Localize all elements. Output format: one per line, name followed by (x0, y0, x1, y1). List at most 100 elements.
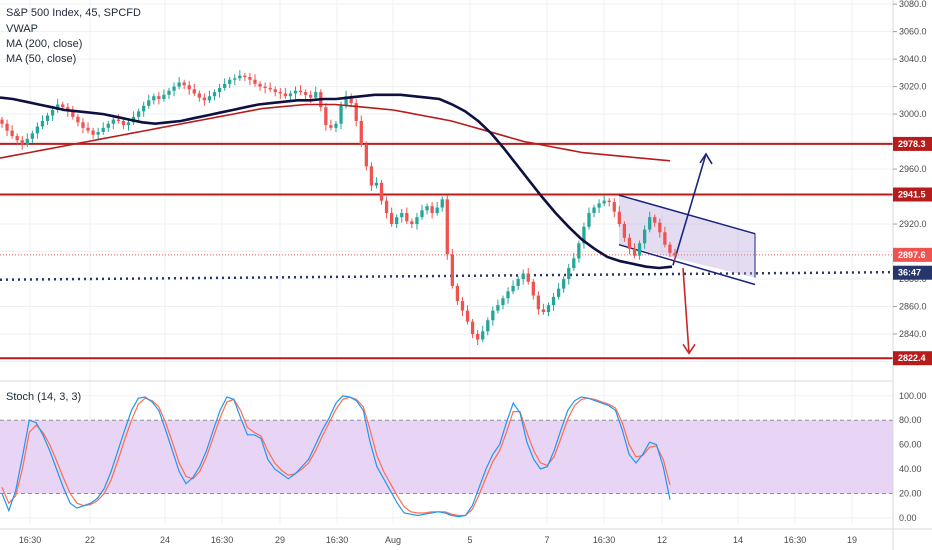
candle-body (192, 89, 196, 94)
candle-body (314, 92, 318, 98)
candle-body (455, 285, 460, 302)
channel-upper-line (618, 194, 756, 235)
candle-body (415, 217, 419, 225)
candle-body (40, 120, 45, 127)
level-badge-bg (893, 187, 932, 202)
level-badge-bg (893, 136, 932, 151)
candle-body (526, 273, 530, 282)
candle-body (562, 279, 566, 289)
candle-body (653, 217, 657, 223)
candle-body (389, 213, 394, 225)
candle-body (268, 87, 272, 90)
candle-body (627, 237, 632, 249)
candle-body (212, 92, 217, 97)
candle-body (359, 120, 363, 145)
candle-body (673, 252, 677, 256)
level-badge-bg (893, 351, 932, 366)
candle-body (147, 100, 151, 106)
candle-body (329, 125, 333, 128)
candle-body (45, 115, 50, 121)
candle-body (521, 273, 525, 280)
candle-body (632, 248, 637, 256)
candle-body (278, 92, 282, 94)
candle-body (476, 334, 480, 340)
stochastic-lines (1, 395, 671, 518)
candle-body (126, 122, 131, 126)
candle-body (238, 75, 242, 79)
candle-body (142, 105, 146, 112)
stoch-tick-label: 40.00 (899, 464, 922, 474)
candle-body (663, 232, 667, 245)
candle-body (511, 285, 515, 292)
candle-body (91, 130, 95, 135)
drawings (0, 142, 894, 360)
price-tick-label: 3020.0 (899, 82, 927, 92)
stoch-tick-label: 80.00 (899, 415, 922, 425)
legend-vwap: VWAP (6, 23, 38, 35)
candle-body (324, 107, 328, 126)
candle-body (293, 90, 298, 94)
candle-body (207, 96, 212, 101)
candle-body (248, 76, 252, 80)
candle-body (334, 123, 338, 128)
candle-body (15, 136, 19, 141)
candle-body (177, 82, 181, 87)
candle-body (217, 87, 222, 93)
candle-body (76, 116, 80, 123)
time-tick-label: 22 (85, 535, 95, 545)
time-tick-label: 16:30 (593, 535, 616, 545)
candle-body (35, 126, 40, 134)
candle-body (541, 309, 546, 313)
candle-body (379, 182, 384, 201)
candle-body (425, 206, 429, 211)
arrow-up-shaft (672, 153, 707, 266)
candle-body (597, 203, 601, 208)
candle-body (648, 217, 652, 230)
price-tick-label: 2920.0 (899, 219, 927, 229)
candle-body (551, 296, 556, 306)
price-tick-label: 2860.0 (899, 302, 927, 312)
candle-body (592, 207, 596, 214)
ma200-line (0, 103, 671, 162)
candle-body (506, 291, 510, 299)
candle-body (86, 127, 90, 131)
last-price-badge-bg (893, 247, 932, 262)
candle-body (273, 89, 277, 93)
candle-body (556, 288, 561, 297)
price-tick-label: 2840.0 (899, 329, 927, 339)
time-tick-label: 16:30 (19, 535, 42, 545)
candle-body (531, 281, 535, 296)
candle-body (410, 221, 414, 225)
candle-body (10, 130, 14, 137)
countdown-badge-text: 36:47 (898, 268, 921, 278)
time-tick-label: 19 (847, 535, 857, 545)
candle-body (486, 320, 490, 332)
stoch-k-line (1, 395, 671, 518)
candle-body (572, 258, 576, 269)
candle-body (460, 301, 465, 311)
arrow-down-head (682, 343, 696, 355)
time-tick-label: 16:30 (784, 535, 807, 545)
candle-body (101, 127, 105, 132)
level-badge-text: 2941.5 (898, 189, 926, 199)
candle-body (369, 166, 374, 186)
candle-body (465, 310, 470, 322)
candle-body (303, 92, 308, 95)
candle-body (61, 104, 65, 108)
candle-body (374, 182, 379, 186)
candle-body (167, 90, 171, 95)
candle-body (622, 224, 627, 238)
candle-body (617, 211, 621, 225)
candle-body (364, 144, 368, 167)
stoch-band-fill (0, 420, 893, 494)
candle-body (445, 199, 449, 255)
candle-body (516, 279, 520, 286)
candle-body (658, 222, 662, 233)
candle-body (536, 295, 541, 310)
time-tick-label: 24 (160, 535, 170, 545)
stoch-tick-label: 20.00 (899, 488, 922, 498)
stoch-tick-label: 0.00 (899, 513, 917, 523)
candle-body (111, 119, 115, 124)
